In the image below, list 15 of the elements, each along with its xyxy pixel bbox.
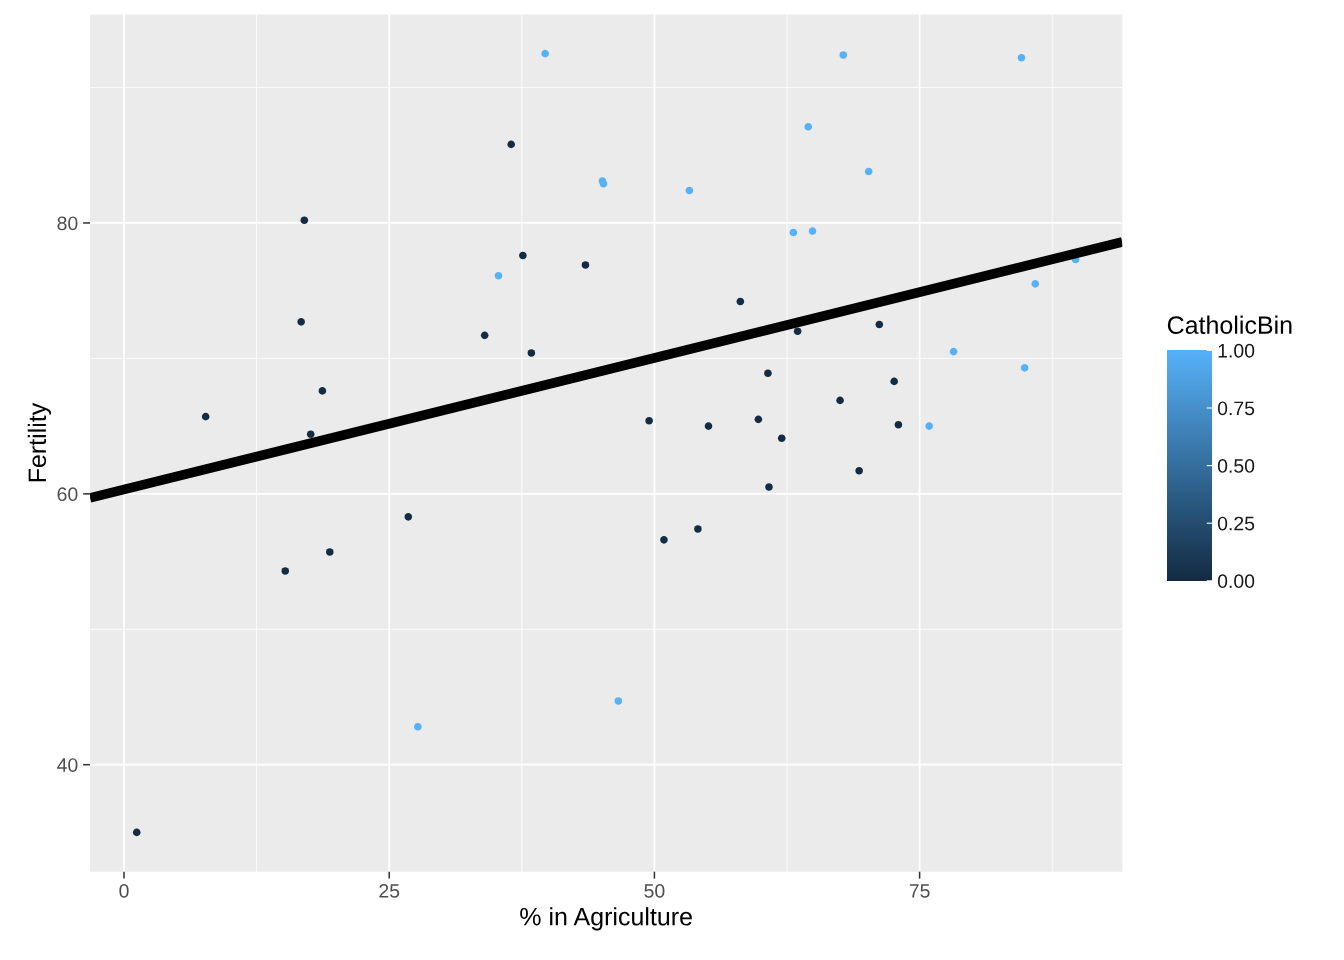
color-bar-label: 0.75 (1217, 401, 1255, 416)
x-tick-label: 75 (909, 884, 930, 898)
x-axis-title: % in Agriculture (520, 907, 692, 931)
x-tick-label: 50 (644, 884, 665, 898)
y-tick-label: 60 (57, 487, 78, 502)
color-bar-title: CatholicBin (1167, 315, 1292, 334)
color-bar-label: 0.50 (1217, 459, 1255, 473)
y-tick-label: 80 (57, 216, 78, 231)
x-tick-label: 25 (379, 884, 400, 898)
y-tick-label: 40 (57, 758, 78, 772)
color-bar-label: 0.25 (1217, 516, 1255, 531)
color-bar-label: 1.00 (1218, 343, 1255, 358)
x-tick-label: 0 (119, 884, 129, 898)
y-axis-title: Fertility (27, 402, 52, 482)
color-bar-label: 0.00 (1217, 574, 1255, 589)
